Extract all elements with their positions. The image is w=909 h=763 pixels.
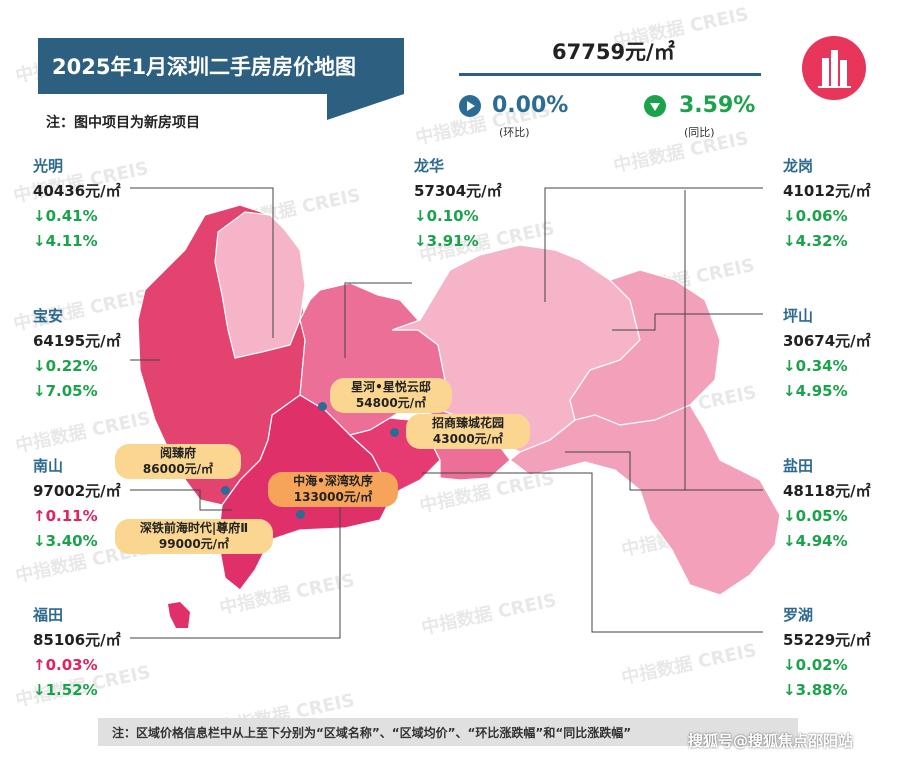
district-name: 盐田	[783, 457, 814, 475]
project-name: 招商臻城花园	[431, 416, 504, 430]
project-name: 星河•星悦云邸	[351, 380, 431, 394]
footer-note-bar: 注：区域价格信息栏中从上至下分别为“区域名称”、“区域均价”、“环比涨跌幅”和“…	[98, 718, 798, 746]
district-nanshan: 南山 97002元/㎡ ↑0.11% ↓3.40%	[33, 454, 121, 554]
project-dot[interactable]	[318, 402, 327, 411]
footer-note: 注：区域价格信息栏中从上至下分别为“区域名称”、“区域均价”、“环比涨跌幅”和“…	[112, 726, 632, 740]
district-mom: ↓0.05%	[783, 507, 848, 525]
district-name: 龙岗	[783, 157, 814, 175]
project-name: 中海•深湾玖序	[293, 474, 373, 488]
district-yantian: 盐田 48118元/㎡ ↓0.05% ↓4.94%	[783, 454, 871, 554]
district-yoy: ↓4.32%	[783, 232, 848, 250]
district-price: 55229元/㎡	[783, 631, 871, 649]
title-banner-tail	[327, 94, 404, 120]
overall-mom-value: 0.00%	[492, 93, 569, 118]
district-longhua: 龙华 57304元/㎡ ↓0.10% ↓3.91%	[414, 154, 502, 254]
district-name: 坪山	[783, 307, 814, 325]
overall-yoy-label: (同比)	[684, 126, 715, 139]
district-name: 南山	[33, 457, 64, 475]
island	[168, 602, 190, 628]
project-label-shentie[interactable]: 深铁前海时代|尊府Ⅱ 99000元/㎡	[115, 519, 273, 554]
district-mom: ↑0.03%	[33, 656, 98, 674]
overall-mom-label: (环比)	[499, 126, 530, 139]
district-mom: ↑0.11%	[33, 507, 98, 525]
district-price: 64195元/㎡	[33, 332, 121, 350]
flat-indicator-icon	[459, 95, 481, 117]
district-mom: ↓0.10%	[414, 207, 479, 225]
district-price: 41012元/㎡	[783, 182, 871, 200]
district-mom: ↓0.41%	[33, 207, 98, 225]
note-top: 注：图中项目为新房项目	[46, 115, 200, 131]
district-name: 宝安	[33, 307, 64, 325]
district-longgang: 龙岗 41012元/㎡ ↓0.06% ↓4.32%	[783, 154, 871, 254]
district-price: 97002元/㎡	[33, 482, 121, 500]
project-dot[interactable]	[221, 486, 230, 495]
district-price: 57304元/㎡	[414, 182, 502, 200]
overall-yoy-value: 3.59%	[679, 93, 756, 118]
district-yoy: ↓7.05%	[33, 382, 98, 400]
leader-lines	[130, 187, 763, 639]
project-name: 深铁前海时代|尊府Ⅱ	[139, 521, 249, 535]
district-yoy: ↓3.88%	[783, 681, 848, 699]
project-price: 86000元/㎡	[142, 462, 214, 476]
project-label-xinghe[interactable]: 星河•星悦云邸 54800元/㎡	[330, 378, 452, 413]
district-yoy: ↓1.52%	[33, 681, 98, 699]
district-mom: ↓0.02%	[783, 656, 848, 674]
project-price: 99000元/㎡	[158, 537, 230, 551]
title-banner: 2025年1月深圳二手房房价地图	[38, 38, 404, 94]
district-name: 罗湖	[783, 606, 814, 624]
district-yoy: ↓4.95%	[783, 382, 848, 400]
district-guangming: 光明 40436元/㎡ ↓0.41% ↓4.11%	[33, 154, 121, 254]
district-yoy: ↓3.40%	[33, 532, 98, 550]
project-label-yuezhen[interactable]: 阅臻府 86000元/㎡	[115, 444, 241, 479]
district-name: 光明	[33, 157, 64, 175]
district-name: 福田	[33, 606, 64, 624]
creis-logo-icon	[802, 36, 866, 100]
project-price: 43000元/㎡	[432, 432, 504, 446]
district-price: 40436元/㎡	[33, 182, 121, 200]
project-name: 阅臻府	[159, 446, 196, 460]
district-yoy: ↓4.11%	[33, 232, 98, 250]
divider	[459, 73, 761, 76]
district-mom: ↓0.34%	[783, 357, 848, 375]
down-indicator-icon	[644, 95, 666, 117]
district-mom: ↓0.22%	[33, 357, 98, 375]
overall-avg-price: 67759元/㎡	[552, 40, 675, 64]
district-price: 30674元/㎡	[783, 332, 871, 350]
district-yoy: ↓3.91%	[414, 232, 479, 250]
project-price: 54800元/㎡	[355, 396, 427, 410]
district-name: 龙华	[414, 157, 445, 175]
project-dot[interactable]	[390, 428, 399, 437]
district-futian: 福田 85106元/㎡ ↑0.03% ↓1.52%	[33, 603, 121, 703]
project-dot[interactable]	[296, 510, 305, 519]
district-mom: ↓0.06%	[783, 207, 848, 225]
project-label-zhaoshang[interactable]: 招商臻城花园 43000元/㎡	[406, 414, 530, 449]
source-watermark: 搜狐号@搜狐焦点邵阳站	[688, 732, 854, 750]
district-price: 48118元/㎡	[783, 482, 871, 500]
project-price: 133000元/㎡	[293, 490, 373, 504]
district-price: 85106元/㎡	[33, 631, 121, 649]
district-pingshan: 坪山 30674元/㎡ ↓0.34% ↓4.95%	[783, 304, 871, 404]
page-title: 2025年1月深圳二手房房价地图	[52, 55, 357, 79]
district-luohu: 罗湖 55229元/㎡ ↓0.02% ↓3.88%	[783, 603, 871, 703]
district-yoy: ↓4.94%	[783, 532, 848, 550]
district-baoan: 宝安 64195元/㎡ ↓0.22% ↓7.05%	[33, 304, 121, 404]
project-label-zhonghai[interactable]: 中海•深湾玖序 133000元/㎡	[268, 472, 398, 507]
